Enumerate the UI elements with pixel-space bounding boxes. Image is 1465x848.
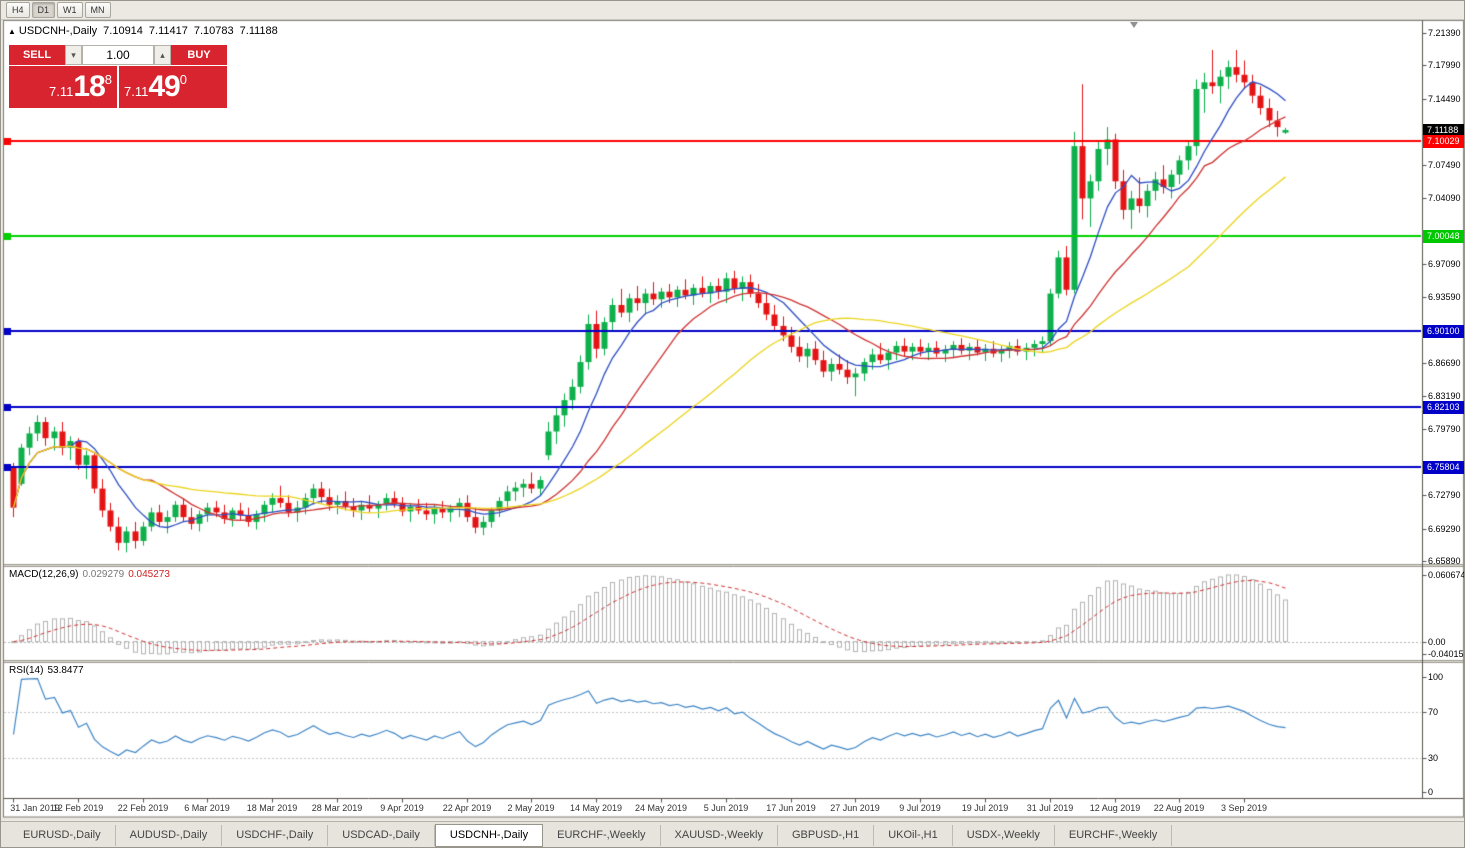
low-value: 7.10783 [193, 25, 234, 37]
chart-tab-eurusd-daily[interactable]: EURUSD-,Daily [9, 825, 116, 846]
volume-input[interactable] [82, 45, 154, 65]
rsi-indicator-label: RSI(14) 53.8477 [9, 665, 84, 676]
timeframe-button-d1[interactable]: D1 [31, 2, 56, 18]
chart-tab-eurchf-weekly[interactable]: EURCHF-,Weekly [1055, 825, 1173, 846]
chart-tab-eurchf-weekly[interactable]: EURCHF-,Weekly [543, 825, 661, 846]
rsi-value: 53.8477 [47, 665, 84, 676]
sell-price-prefix: 7.11 [49, 84, 74, 99]
sell-button[interactable]: SELL [9, 45, 65, 65]
chart-tab-bar: EURUSD-,Daily AUDUSD-,Daily USDCHF-,Daily U… [1, 821, 1464, 847]
timeframe-button-w1[interactable]: W1 [57, 2, 83, 18]
sell-price-sup: 8 [104, 72, 112, 87]
chart-info-line: ▲ USDCNH-,Daily 7.10914 7.11417 7.10783 7.111… [8, 25, 278, 37]
chart-shift-marker[interactable] [1130, 22, 1138, 28]
buy-price-sup: 0 [179, 72, 187, 87]
close-value: 7.11188 [239, 25, 278, 37]
collapse-icon[interactable]: ▲ [8, 27, 16, 36]
timeframe-button-mn[interactable]: MN [84, 2, 111, 18]
chart-tab-ukoil-h1[interactable]: UKOil-,H1 [874, 825, 953, 846]
chart-tab-gbpusd-h1[interactable]: GBPUSD-,H1 [778, 825, 875, 846]
sell-price-main: 18 [73, 70, 105, 103]
buy-button[interactable]: BUY [171, 45, 227, 65]
timeframe-toolbar: H4 D1 W1 MN [1, 1, 1464, 20]
chart-tab-usdcad-daily[interactable]: USDCAD-,Daily [328, 825, 435, 846]
chart-title: USDCNH-,Daily [18, 25, 98, 37]
macd-indicator-label: MACD(12,26,9) 0.029279 0.045273 [9, 569, 170, 580]
buy-price-main: 49 [148, 70, 180, 103]
macd-signal-value: 0.045273 [128, 569, 170, 580]
chart-tab-usdx-weekly[interactable]: USDX-,Weekly [953, 825, 1055, 846]
macd-name: MACD(12,26,9) [9, 569, 79, 580]
buy-price-prefix: 7.11 [124, 84, 149, 99]
sell-price-box[interactable]: 7.11188 [9, 66, 117, 108]
chart-tab-usdcnh-daily[interactable]: USDCNH-,Daily [434, 824, 544, 847]
high-value: 7.11417 [148, 25, 188, 37]
timeframe-button-h4[interactable]: H4 [6, 2, 30, 18]
chart-tab-usdchf-daily[interactable]: USDCHF-,Daily [222, 825, 329, 846]
chart-tab-xauusd-weekly[interactable]: XAUUSD-,Weekly [661, 825, 778, 846]
volume-increase-button[interactable]: ▴ [154, 45, 171, 65]
rsi-name: RSI(14) [9, 665, 44, 676]
volume-decrease-button[interactable]: ▾ [65, 45, 82, 65]
chart-tab-audusd-daily[interactable]: AUDUSD-,Daily [116, 825, 223, 846]
open-value: 7.10914 [103, 25, 143, 37]
macd-main-value: 0.029279 [82, 569, 125, 580]
one-click-trading-panel: SELL ▾ ▴ BUY 7.11188 7.11490 [9, 45, 227, 108]
buy-price-box[interactable]: 7.11490 [119, 66, 227, 108]
